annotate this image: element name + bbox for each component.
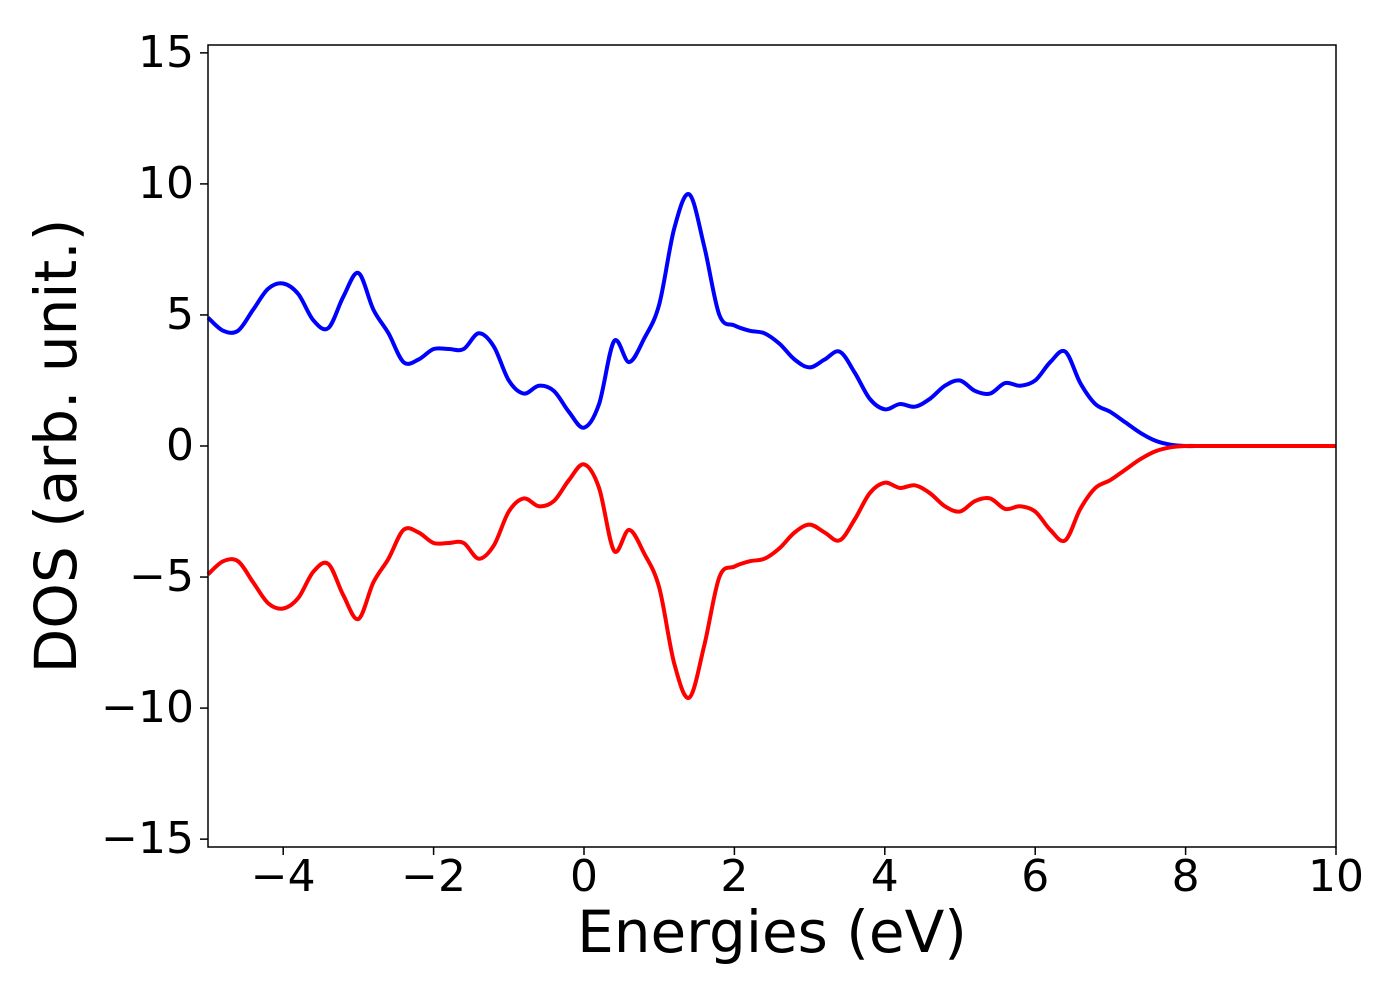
plot-frame	[207, 44, 1337, 848]
y-tick-label: 15	[138, 27, 194, 78]
y-tick-label: 5	[166, 289, 194, 340]
y-tick-label: −15	[101, 813, 194, 864]
x-tick-label: 8	[1172, 851, 1200, 902]
y-tick-label: −5	[129, 551, 194, 602]
x-tick-label: 2	[720, 851, 748, 902]
series-line	[206, 192, 1336, 449]
x-tick-label: 0	[570, 851, 598, 902]
x-tick-label: 10	[1308, 851, 1364, 902]
x-tick-label: −2	[401, 851, 466, 902]
y-tick-label: −10	[101, 682, 194, 733]
x-tick-label: 6	[1021, 851, 1049, 902]
y-tick-label: 10	[138, 158, 194, 209]
y-axis-label: DOS (arb. unit.)	[22, 219, 90, 674]
series-line	[206, 443, 1336, 700]
x-axis-label: Energies (eV)	[577, 898, 967, 966]
x-tick-label: −4	[251, 851, 316, 902]
x-tick-label: 4	[871, 851, 899, 902]
y-tick-label: 0	[166, 420, 194, 471]
